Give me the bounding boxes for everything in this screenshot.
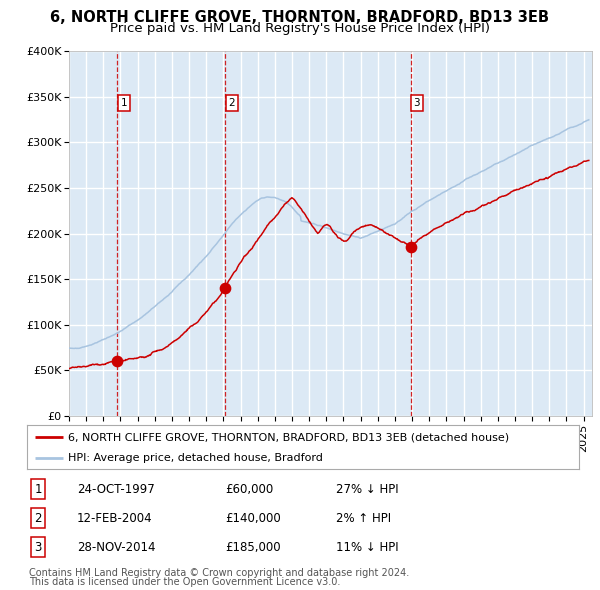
Point bbox=[221, 284, 230, 293]
Text: 12-FEB-2004: 12-FEB-2004 bbox=[77, 512, 152, 525]
Text: 3: 3 bbox=[413, 99, 420, 109]
Text: £60,000: £60,000 bbox=[226, 483, 274, 496]
Text: £140,000: £140,000 bbox=[226, 512, 281, 525]
Text: 28-NOV-2014: 28-NOV-2014 bbox=[77, 540, 155, 553]
Point bbox=[113, 356, 122, 366]
Text: 2: 2 bbox=[229, 99, 235, 109]
Text: 3: 3 bbox=[34, 540, 42, 553]
Text: 6, NORTH CLIFFE GROVE, THORNTON, BRADFORD, BD13 3EB: 6, NORTH CLIFFE GROVE, THORNTON, BRADFOR… bbox=[50, 10, 550, 25]
Text: £185,000: £185,000 bbox=[226, 540, 281, 553]
Text: 1: 1 bbox=[121, 99, 127, 109]
Point bbox=[406, 242, 415, 252]
Text: 27% ↓ HPI: 27% ↓ HPI bbox=[336, 483, 399, 496]
Text: Price paid vs. HM Land Registry's House Price Index (HPI): Price paid vs. HM Land Registry's House … bbox=[110, 22, 490, 35]
Text: 2% ↑ HPI: 2% ↑ HPI bbox=[336, 512, 391, 525]
Text: HPI: Average price, detached house, Bradford: HPI: Average price, detached house, Brad… bbox=[68, 453, 323, 463]
Text: 11% ↓ HPI: 11% ↓ HPI bbox=[336, 540, 399, 553]
Text: 6, NORTH CLIFFE GROVE, THORNTON, BRADFORD, BD13 3EB (detached house): 6, NORTH CLIFFE GROVE, THORNTON, BRADFOR… bbox=[68, 432, 509, 442]
Text: This data is licensed under the Open Government Licence v3.0.: This data is licensed under the Open Gov… bbox=[29, 577, 340, 587]
Text: 1: 1 bbox=[34, 483, 42, 496]
Text: 24-OCT-1997: 24-OCT-1997 bbox=[77, 483, 154, 496]
Text: 2: 2 bbox=[34, 512, 42, 525]
Text: Contains HM Land Registry data © Crown copyright and database right 2024.: Contains HM Land Registry data © Crown c… bbox=[29, 568, 409, 578]
